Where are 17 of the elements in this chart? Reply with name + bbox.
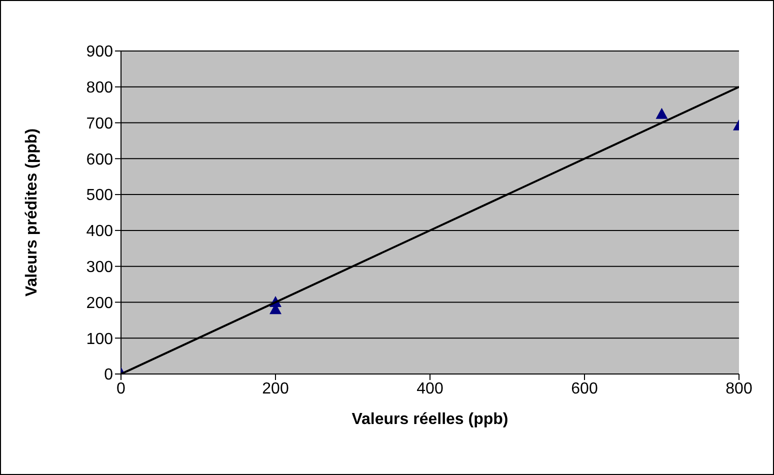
y-tick-label: 500 bbox=[86, 187, 114, 204]
y-tick-label: 700 bbox=[86, 115, 114, 132]
y-tick-label: 300 bbox=[86, 259, 114, 276]
x-tick-label: 0 bbox=[116, 380, 126, 398]
y-axis-title: Valeurs prédites (ppb) bbox=[24, 128, 41, 297]
y-tick-label: 600 bbox=[86, 151, 114, 168]
x-tick-label: 600 bbox=[571, 380, 598, 398]
y-tick-label: 200 bbox=[86, 294, 114, 312]
x-tick-label: 400 bbox=[416, 380, 444, 398]
y-tick-label: 0 bbox=[104, 366, 114, 384]
y-tick-label: 400 bbox=[86, 223, 114, 240]
y-tick-label: 800 bbox=[86, 80, 114, 97]
x-tick-label: 800 bbox=[726, 380, 752, 398]
y-tick-label: 900 bbox=[86, 44, 114, 61]
x-tick-label: 200 bbox=[262, 380, 289, 398]
y-tick-label: 100 bbox=[86, 330, 114, 348]
x-axis-title: Valeurs réelles (ppb) bbox=[352, 411, 508, 428]
